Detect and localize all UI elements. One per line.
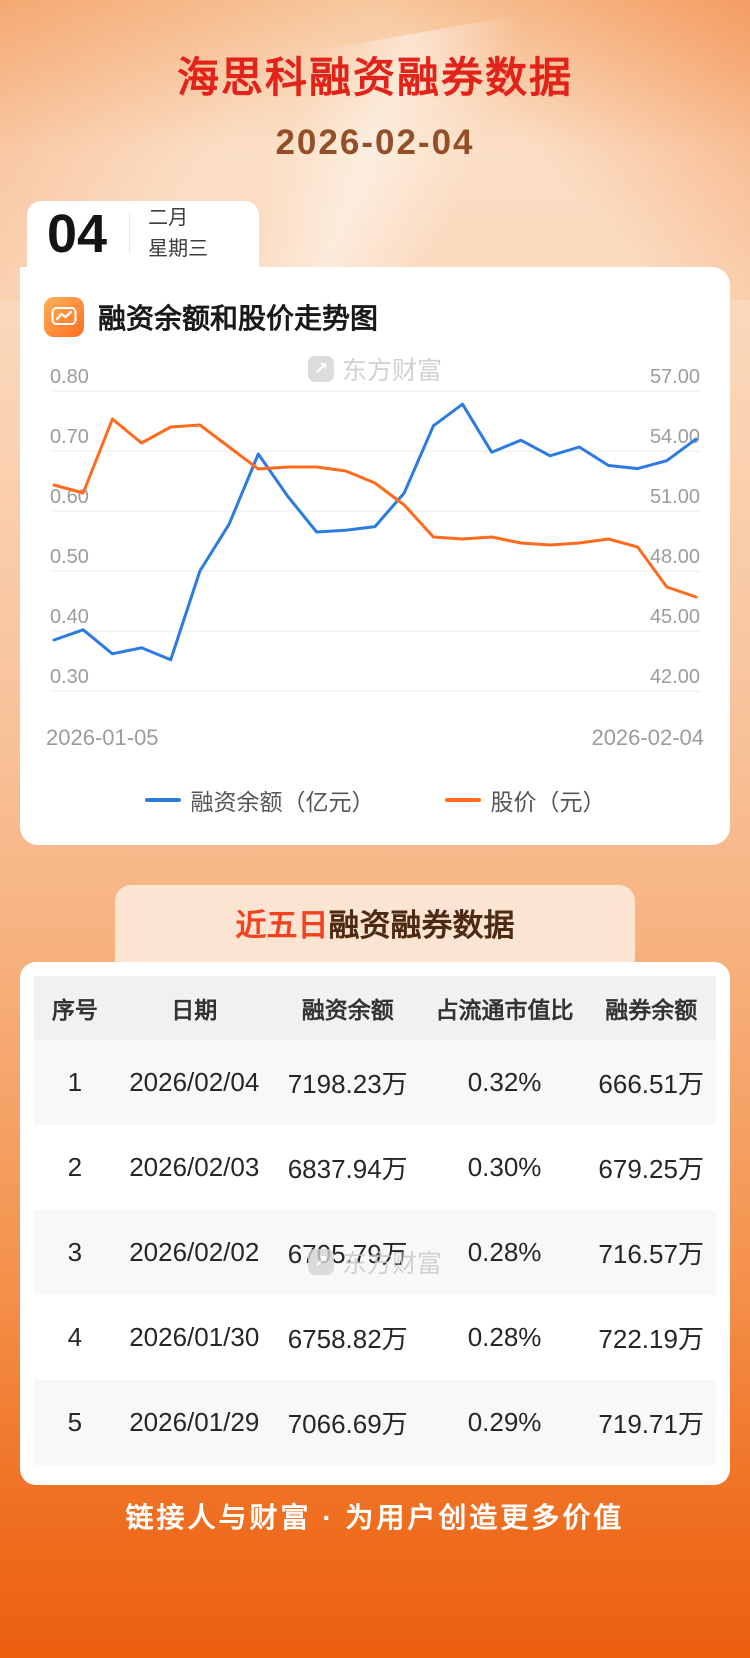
svg-text:54.00: 54.00 (650, 426, 700, 448)
table-cell: 679.25万 (586, 1125, 716, 1210)
page-header: 海思科融资融券数据 2026-02-04 (0, 0, 750, 163)
svg-text:57.00: 57.00 (650, 366, 700, 388)
table-cell: 6758.82万 (272, 1295, 423, 1380)
trend-line-chart: 0.80 57.000.70 54.000.60 51.000.50 48.000.40… (50, 366, 700, 692)
legend-swatch-blue (144, 798, 181, 802)
svg-text:0.80: 0.80 (50, 366, 89, 388)
table-cell: 0.28% (422, 1295, 587, 1380)
column-header-securities-balance: 融券余额 (586, 976, 716, 1040)
column-header-market-cap-ratio: 占流通市值比 (422, 976, 587, 1040)
table-cell: 0.29% (422, 1380, 587, 1465)
table-cell: 2026/01/30 (115, 1295, 273, 1380)
date-card-month-weekday: 二月 星期三 (148, 203, 208, 265)
svg-text:45.00: 45.00 (650, 606, 700, 628)
table-cell: 722.19万 (586, 1295, 716, 1380)
table-cell: 4 (34, 1295, 116, 1380)
legend-label: 融资余额（亿元） (190, 789, 375, 815)
table-cell: 716.57万 (586, 1210, 716, 1295)
chart-section-title: 融资余额和股价走势图 (98, 303, 379, 334)
table-cell: 3 (34, 1210, 116, 1295)
table-row: 2 2026/02/03 6837.94万 0.30% 679.25万 (34, 1125, 716, 1210)
table-header-row: 序号 日期 融资余额 占流通市值比 融券余额 (34, 976, 716, 1040)
table-row: 3 2026/02/02 6705.79万 0.28% 716.57万 (34, 1210, 716, 1295)
legend-label: 股价（元） (490, 789, 606, 815)
date-card-month: 二月 (148, 207, 189, 229)
date-card-divider (129, 214, 131, 254)
table-cell: 2026/01/29 (115, 1380, 273, 1465)
table-cell: 7066.69万 (272, 1380, 423, 1465)
table-row: 1 2026/02/04 7198.23万 0.32% 666.51万 (34, 1040, 716, 1125)
chart-area: ↗ 东方财富 0.80 57.00 0.70 54.00 0.60 51.00 0.50 48… (44, 356, 706, 751)
table-row: 5 2026/01/29 7066.69万 0.29% 719.71万 (34, 1380, 716, 1465)
table-cell: 6705.79万 (272, 1210, 423, 1295)
x-axis-labels: 2026-01-05 2026-02-04 (44, 725, 706, 751)
table-cell: 666.51万 (586, 1040, 716, 1125)
chart-card: 融资余额和股价走势图 ↗ 东方财富 0.80 57.00 0.70 54.00 0.60… (20, 267, 730, 845)
column-header-index: 序号 (34, 976, 116, 1040)
table-cell: 7198.23万 (272, 1040, 423, 1125)
svg-text:0.30: 0.30 (50, 666, 89, 688)
table-card: ↗ 东方财富 序号 日期 融资余额 占流通市值比 融券余额 1 2026/02/0… (20, 962, 730, 1485)
svg-text:0.50: 0.50 (50, 546, 89, 568)
date-card-weekday: 星期三 (148, 238, 209, 260)
page-date: 2026-02-04 (275, 123, 475, 162)
legend-item-stock-price: 股价（元） (444, 783, 606, 817)
table-cell: 5 (34, 1380, 116, 1465)
svg-text:0.40: 0.40 (50, 606, 89, 628)
date-card: 04 二月 星期三 (27, 201, 259, 267)
table-title-rest: 融资融券数据 (328, 908, 515, 943)
legend-item-financing-balance: 融资余额（亿元） (144, 783, 375, 817)
svg-text:48.00: 48.00 (650, 546, 700, 568)
svg-text:51.00: 51.00 (650, 486, 700, 508)
column-header-date: 日期 (115, 976, 273, 1040)
date-card-day: 04 (47, 204, 108, 264)
svg-text:42.00: 42.00 (650, 666, 700, 688)
table-cell: 2026/02/03 (115, 1125, 273, 1210)
table-row: 4 2026/01/30 6758.82万 0.28% 722.19万 (34, 1295, 716, 1380)
table-section-title-band: 近五日融资融券数据 (115, 885, 635, 962)
legend-swatch-orange (444, 798, 481, 802)
table-title-highlight: 近五日 (235, 908, 329, 943)
chart-line-icon (44, 297, 84, 337)
x-axis-end-label: 2026-02-04 (591, 725, 704, 750)
table-cell: 0.30% (422, 1125, 587, 1210)
page-title: 海思科融资融券数据 (176, 54, 573, 101)
footer-slogan: 链接人与财富 · 为用户创造更多价值 (125, 1502, 625, 1533)
table-cell: 0.32% (422, 1040, 587, 1125)
svg-text:0.70: 0.70 (50, 426, 89, 448)
table-cell: 2026/02/04 (115, 1040, 273, 1125)
margin-data-table: 序号 日期 融资余额 占流通市值比 融券余额 1 2026/02/04 7198.2… (34, 976, 716, 1465)
table-cell: 719.71万 (586, 1380, 716, 1465)
table-cell: 0.28% (422, 1210, 587, 1295)
table-cell: 2026/02/02 (115, 1210, 273, 1295)
chart-section-header: 融资余额和股价走势图 (44, 297, 706, 337)
column-header-financing-balance: 融资余额 (272, 976, 423, 1040)
table-cell: 2 (34, 1125, 116, 1210)
x-axis-start-label: 2026-01-05 (46, 725, 159, 750)
chart-legend: 融资余额（亿元） 股价（元） (44, 783, 706, 817)
table-cell: 6837.94万 (272, 1125, 423, 1210)
table-cell: 1 (34, 1040, 116, 1125)
